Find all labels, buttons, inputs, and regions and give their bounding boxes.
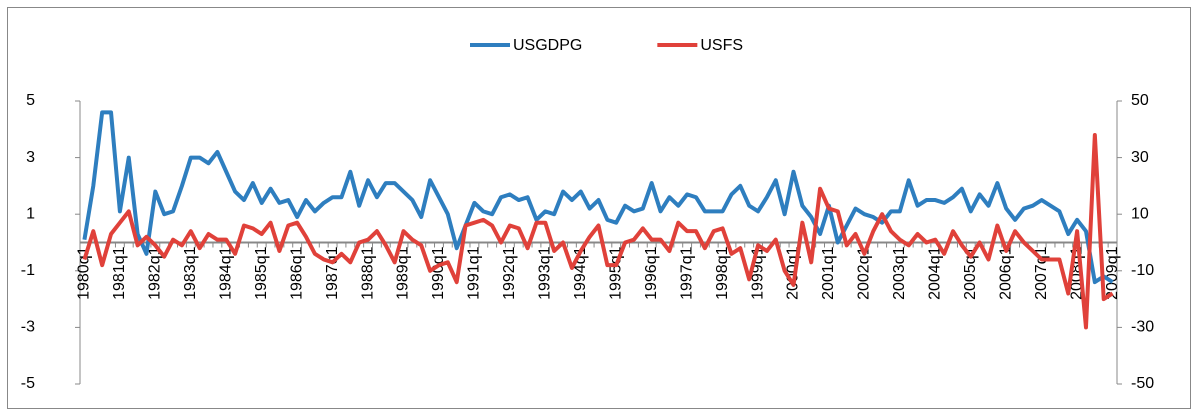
x-tick-label: 1986q1 <box>288 246 305 299</box>
y-tick-label: 1 <box>26 205 35 222</box>
x-tick-label: 2005q1 <box>962 246 979 299</box>
series-line <box>82 110 1114 285</box>
x-tick-label: 1983q1 <box>182 246 199 299</box>
y2-tick-label: -50 <box>1131 375 1154 392</box>
y2-tick-label: 50 <box>1131 92 1149 109</box>
y-tick-label: 5 <box>26 92 35 109</box>
x-tick-label: 2002q1 <box>856 246 873 299</box>
y2-tick-label: 30 <box>1131 149 1149 166</box>
x-tick-label: 1984q1 <box>217 246 234 299</box>
x-tick-label: 1996q1 <box>643 246 660 299</box>
x-tick-label: 2009q1 <box>1104 246 1121 299</box>
y-tick-label: -3 <box>21 319 35 336</box>
y-tick-label: -5 <box>21 375 35 392</box>
y2-tick-label: 10 <box>1131 205 1149 222</box>
y-tick-label: -1 <box>21 262 35 279</box>
x-tick-label: 1998q1 <box>714 246 731 299</box>
legend-label: USFS <box>700 37 743 54</box>
y-tick-label: 3 <box>26 149 35 166</box>
x-tick-label: 2006q1 <box>997 246 1014 299</box>
x-tick-label: 2003q1 <box>891 246 908 299</box>
x-tick-label: 1988q1 <box>359 246 376 299</box>
x-tick-label: 1990q1 <box>430 246 447 299</box>
x-tick-label: 1981q1 <box>111 246 128 299</box>
x-tick-label: 1993q1 <box>537 246 554 299</box>
x-tick-label: 1989q1 <box>395 246 412 299</box>
x-tick-label: 1991q1 <box>466 246 483 299</box>
x-tick-label: 1985q1 <box>253 246 270 299</box>
legend-label: USGDPG <box>513 37 582 54</box>
y2-tick-label: -30 <box>1131 319 1154 336</box>
series-line <box>82 132 1114 330</box>
x-tick-label: 1997q1 <box>678 246 695 299</box>
x-tick-label: 1980q1 <box>76 246 93 299</box>
chart-border <box>7 7 1191 409</box>
x-tick-label: 1992q1 <box>501 246 518 299</box>
x-tick-label: 1982q1 <box>147 246 164 299</box>
y2-tick-label: -10 <box>1131 262 1154 279</box>
x-tick-label: 2001q1 <box>820 246 837 299</box>
x-tick-label: 2004q1 <box>927 246 944 299</box>
